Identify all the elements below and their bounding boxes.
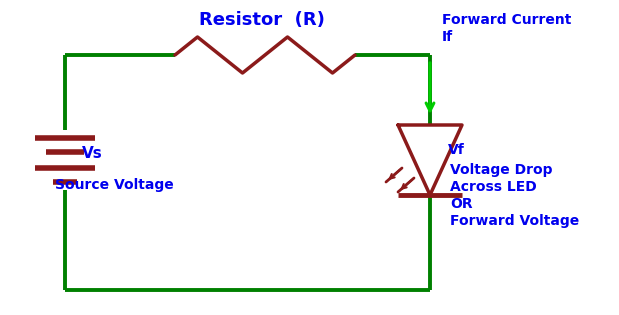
- Text: Across LED: Across LED: [450, 180, 537, 194]
- Text: Forward Current: Forward Current: [442, 13, 571, 27]
- Text: Voltage Drop: Voltage Drop: [450, 163, 553, 177]
- Text: Vf: Vf: [448, 143, 465, 157]
- Text: Forward Voltage: Forward Voltage: [450, 214, 579, 228]
- Text: Resistor  (R): Resistor (R): [199, 11, 325, 29]
- Text: If: If: [442, 30, 453, 44]
- Text: OR: OR: [450, 197, 473, 211]
- Text: Source Voltage: Source Voltage: [55, 178, 174, 192]
- Text: Vs: Vs: [82, 146, 103, 161]
